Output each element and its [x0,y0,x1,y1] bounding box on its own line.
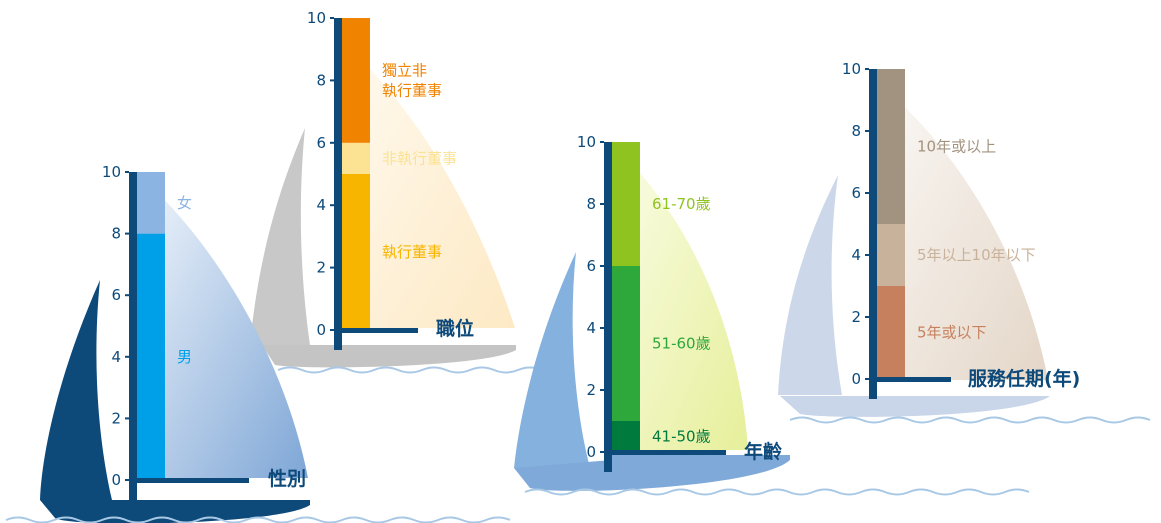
chart-title: 服務任期(年) [968,367,1080,390]
boat-position [250,40,543,374]
segment-label-2: 10年或以上 [917,138,996,156]
boom-baseline [334,328,418,333]
y-tick-label: 2 [111,409,121,427]
boat-tenure [778,80,1151,424]
y-tick-label: 0 [111,471,121,489]
bar-segment-0 [342,174,370,330]
y-tick-label: 10 [842,60,861,78]
y-tick-label: 6 [851,184,861,202]
chart-gender: 男 女 0 2 4 6 8 10 性別 [102,163,306,500]
y-tick-label: 10 [102,163,121,181]
segment-label-1: 女 [177,194,192,212]
y-tick-label: 8 [586,195,596,213]
boom-baseline [129,478,249,483]
bar-segment-0 [877,286,905,379]
segment-label-2: 獨立非執行董事 [382,61,442,99]
y-tick-label: 8 [851,122,861,140]
mast-axis [869,69,877,399]
y-tick-label: 0 [586,443,596,461]
wave-line [524,488,1030,496]
wave-line [789,416,1151,424]
bar-segment-0 [612,421,640,452]
chart-age: 41-50歲 51-60歲 61-70歲 0 2 4 6 8 10 年齡 [577,133,782,472]
bar-segment-1 [137,172,165,234]
y-tick-label: 10 [577,133,596,151]
bar-segment-2 [342,18,370,143]
y-tick-label: 8 [111,225,121,243]
wave-line [277,366,543,374]
chart-tenure: 5年或以下 5年以上10年以下 10年或以上 0 2 4 6 8 10 服務任期(年) [842,60,1080,399]
y-tick-label: 0 [316,321,326,339]
y-tick-label: 2 [316,259,326,277]
y-tick-label: 4 [111,348,121,366]
mast-axis [129,172,137,500]
segment-label-0: 41-50歲 [652,428,711,446]
y-tick-label: 4 [586,319,596,337]
bar-segment-1 [342,142,370,174]
chart-title: 職位 [436,317,474,340]
y-tick-label: 6 [316,134,326,152]
y-tick-label: 6 [111,286,121,304]
segment-label-1: 非執行董事 [382,149,457,167]
bar-segment-0 [137,233,165,480]
chart-title: 年齡 [744,440,782,463]
y-tick-label: 8 [316,71,326,89]
bar-segment-2 [877,69,905,224]
y-tick-label: 6 [586,257,596,275]
boat-gender [5,172,511,523]
mast-axis [334,18,342,350]
y-tick-label: 4 [851,246,861,264]
y-tick-label: 0 [851,370,861,388]
segment-label-0: 男 [177,348,192,366]
boat-age [514,142,1030,496]
y-tick-label: 10 [307,9,326,27]
segment-label-1: 51-60歲 [652,335,711,353]
segment-label-2: 61-70歲 [652,195,711,213]
segment-label-1: 5年以上10年以下 [917,246,1036,264]
chart-position: 執行董事 非執行董事 獨立非執行董事 0 2 4 6 8 10 職位 [307,9,474,350]
y-tick-label: 2 [851,308,861,326]
y-tick-label: 2 [586,381,596,399]
boom-baseline [869,377,951,382]
bar-segment-2 [612,142,640,266]
segment-label-0: 執行董事 [382,243,442,261]
boom-baseline [604,450,726,455]
segment-label-0: 5年或以下 [917,324,987,342]
bar-segment-1 [877,224,905,286]
chart-title: 性別 [268,467,306,490]
mast-axis [604,142,612,472]
y-tick-label: 4 [316,196,326,214]
bar-segment-1 [612,266,640,421]
